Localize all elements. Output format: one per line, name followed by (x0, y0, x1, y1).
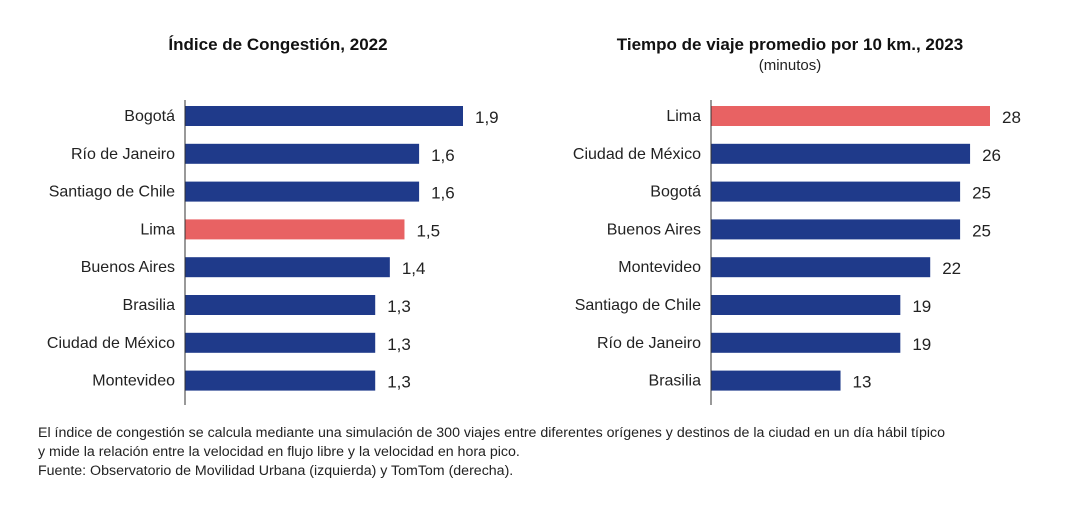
bar-santiago-de-chile (711, 295, 901, 315)
charts-canvas: Índice de Congestión, 2022 Bogotá 1,9 Río … (47, 35, 1021, 405)
value-label: 28 (1002, 108, 1021, 127)
value-label: 1,4 (402, 259, 426, 278)
category-label: Brasilia (649, 373, 702, 390)
category-label: Buenos Aires (81, 259, 175, 276)
value-label: 1,3 (387, 297, 411, 316)
category-label: Montevideo (618, 259, 701, 276)
value-label: 25 (972, 221, 991, 240)
footnote-line-1: El índice de congestión se calcula media… (38, 425, 946, 441)
bar-montevideo (711, 257, 931, 278)
chart-subtitle: (minutos) (759, 57, 822, 74)
value-label: 1,9 (475, 108, 499, 127)
chart-title: Índice de Congestión, 2022 (168, 35, 387, 54)
category-label: Montevideo (92, 373, 175, 390)
bar-brasilia (185, 295, 376, 315)
value-label: 13 (853, 373, 872, 392)
bar-bogotá (711, 181, 961, 202)
category-label: Bogotá (124, 108, 175, 125)
value-label: 19 (912, 297, 931, 316)
bar-montevideo (185, 370, 376, 391)
value-label: 25 (972, 184, 991, 203)
source-note: Fuente: Observatorio de Movilidad Urbana… (38, 463, 514, 479)
bar-lima (185, 219, 405, 240)
value-label: 1,6 (431, 184, 455, 203)
bar-brasilia (711, 370, 841, 391)
category-label: Santiago de Chile (49, 184, 175, 201)
category-label: Río de Janeiro (597, 335, 701, 352)
bar-río-de-janeiro (185, 143, 420, 164)
category-label: Santiago de Chile (575, 297, 701, 314)
footnote: El índice de congestión se calcula media… (38, 424, 1058, 481)
value-label: 22 (942, 259, 961, 278)
value-label: 26 (982, 146, 1001, 165)
bar-ciudad-de-méxico (711, 143, 971, 164)
bar-bogotá (185, 106, 463, 126)
category-label: Ciudad de México (573, 146, 701, 163)
category-label: Lima (140, 221, 175, 238)
category-label: Río de Janeiro (71, 146, 175, 163)
bar-lima (711, 106, 990, 126)
category-label: Buenos Aires (607, 221, 701, 238)
footnote-line-2: y mide la relación entre la velocidad en… (38, 444, 520, 460)
category-label: Lima (666, 108, 701, 125)
value-label: 1,6 (431, 146, 455, 165)
bar-buenos-aires (185, 257, 390, 278)
category-label: Bogotá (650, 184, 701, 201)
value-label: 1,3 (387, 335, 411, 354)
congestion-index-chart: Índice de Congestión, 2022 Bogotá 1,9 Río … (47, 35, 499, 405)
bar-santiago-de-chile (185, 181, 420, 202)
travel-time-chart: Tiempo de viaje promedio por 10 km., 202… (573, 35, 1021, 405)
category-label: Ciudad de México (47, 335, 175, 352)
value-label: 1,3 (387, 373, 411, 392)
bar-ciudad-de-méxico (185, 332, 376, 353)
value-label: 19 (912, 335, 931, 354)
category-label: Brasilia (123, 297, 176, 314)
chart-title: Tiempo de viaje promedio por 10 km., 202… (617, 35, 963, 54)
bar-río-de-janeiro (711, 332, 901, 353)
value-label: 1,5 (416, 221, 440, 240)
bar-buenos-aires (711, 219, 961, 240)
